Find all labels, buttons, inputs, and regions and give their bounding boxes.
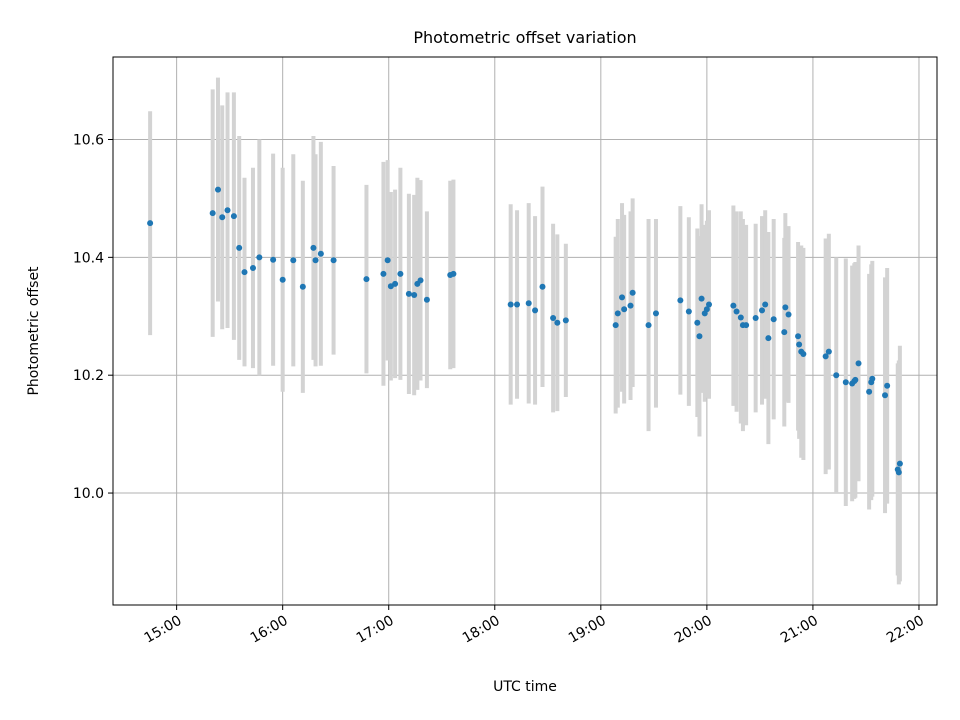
data-point	[219, 214, 226, 221]
data-point	[770, 316, 777, 323]
data-point	[532, 307, 539, 314]
data-point	[762, 301, 769, 308]
data-point	[224, 207, 231, 214]
data-point	[765, 335, 772, 342]
data-point	[612, 322, 619, 329]
data-point	[525, 300, 532, 307]
data-point	[737, 314, 744, 321]
data-point	[405, 290, 412, 297]
data-point	[652, 310, 659, 317]
data-point	[539, 283, 546, 290]
data-point	[785, 311, 792, 318]
data-point	[236, 244, 243, 251]
data-point	[677, 297, 684, 304]
data-point	[752, 315, 759, 322]
data-point	[330, 257, 337, 264]
data-point	[411, 292, 418, 299]
plot-frame	[112, 56, 938, 606]
data-point	[270, 256, 277, 263]
data-point	[855, 360, 862, 367]
data-point	[795, 333, 802, 340]
data-point	[705, 301, 712, 308]
data-point	[759, 307, 766, 314]
data-point	[384, 257, 391, 264]
data-point	[249, 264, 256, 271]
data-point	[507, 301, 514, 308]
data-point	[698, 295, 705, 302]
data-point	[895, 469, 902, 476]
data-point	[514, 301, 521, 308]
data-point	[882, 392, 889, 399]
data-point	[703, 306, 710, 313]
data-point	[397, 270, 404, 277]
data-point	[214, 186, 221, 193]
data-point	[317, 250, 324, 257]
data-point	[380, 270, 387, 277]
data-point	[614, 310, 621, 317]
data-point	[621, 306, 628, 313]
data-point	[825, 348, 832, 355]
data-point	[279, 276, 286, 283]
data-point	[852, 376, 859, 383]
data-point	[685, 308, 692, 315]
data-point	[310, 244, 317, 251]
y-tick-label: 10.2	[73, 368, 104, 384]
data-point	[550, 315, 557, 322]
y-tick-label: 10.6	[73, 132, 104, 148]
data-point	[796, 341, 803, 348]
data-point	[781, 329, 788, 336]
data-point	[800, 350, 807, 357]
data-point	[782, 304, 789, 311]
data-point	[627, 302, 634, 309]
data-point	[696, 333, 703, 340]
data-point	[209, 210, 216, 217]
data-point	[312, 257, 319, 264]
y-tick-label: 10.0	[73, 486, 104, 502]
data-point	[619, 294, 626, 301]
data-point	[230, 213, 237, 220]
data-point	[866, 388, 873, 395]
data-point	[842, 379, 849, 386]
data-point	[629, 289, 636, 296]
data-point	[256, 254, 263, 261]
data-point	[884, 382, 891, 389]
data-point	[241, 269, 248, 276]
y-tick-label: 10.4	[73, 250, 104, 266]
data-point	[562, 317, 569, 324]
data-point	[730, 302, 737, 309]
data-point	[833, 372, 840, 379]
data-point	[869, 375, 876, 382]
data-point	[554, 319, 561, 326]
data-point	[450, 270, 457, 277]
y-axis-label: Photometric offset	[26, 266, 42, 396]
data-point	[290, 257, 297, 264]
data-point	[733, 308, 740, 315]
data-point	[694, 319, 701, 326]
data-points	[147, 186, 903, 476]
data-point	[822, 353, 829, 360]
data-point	[645, 322, 652, 329]
data-point	[147, 220, 154, 227]
data-point	[743, 322, 750, 329]
data-point	[299, 283, 306, 290]
data-point	[417, 277, 424, 284]
data-point	[423, 296, 430, 303]
data-point	[896, 460, 903, 467]
x-axis-label: UTC time	[493, 679, 557, 695]
data-point	[363, 276, 370, 283]
data-point	[392, 280, 399, 287]
chart-title: Photometric offset variation	[413, 28, 636, 47]
